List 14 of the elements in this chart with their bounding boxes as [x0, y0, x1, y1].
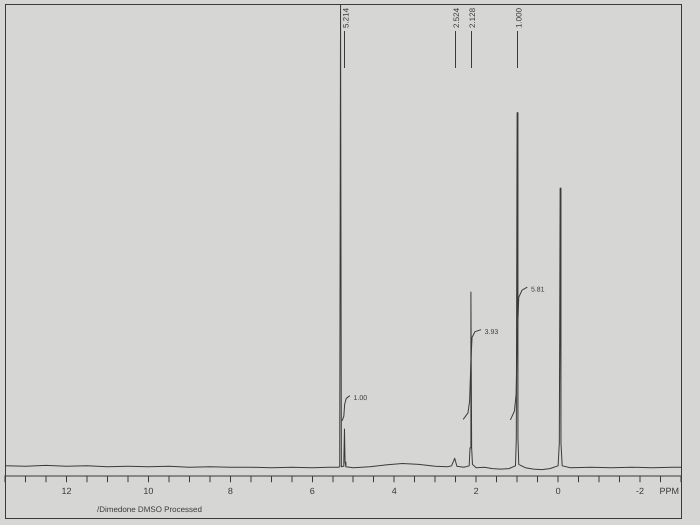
x-tick-label: 0 — [556, 486, 561, 496]
annotation: 2.524 — [452, 7, 461, 28]
annotation: 2.128 — [468, 7, 478, 28]
x-tick-label: 6 — [310, 486, 315, 496]
annotation: 5.214 — [342, 7, 351, 28]
x-axis-title: PPM — [659, 486, 679, 496]
text: /Dimedone DMSO Processed — [97, 505, 202, 514]
x-tick-label: -2 — [636, 486, 644, 496]
x-tick-label: 2 — [474, 486, 479, 496]
annotation: 1.000 — [514, 7, 524, 28]
x-tick-label: 4 — [392, 486, 397, 496]
x-tick-label: 12 — [61, 486, 72, 496]
x-tick-label: 8 — [228, 486, 233, 496]
x-tick-label: 10 — [143, 486, 154, 496]
